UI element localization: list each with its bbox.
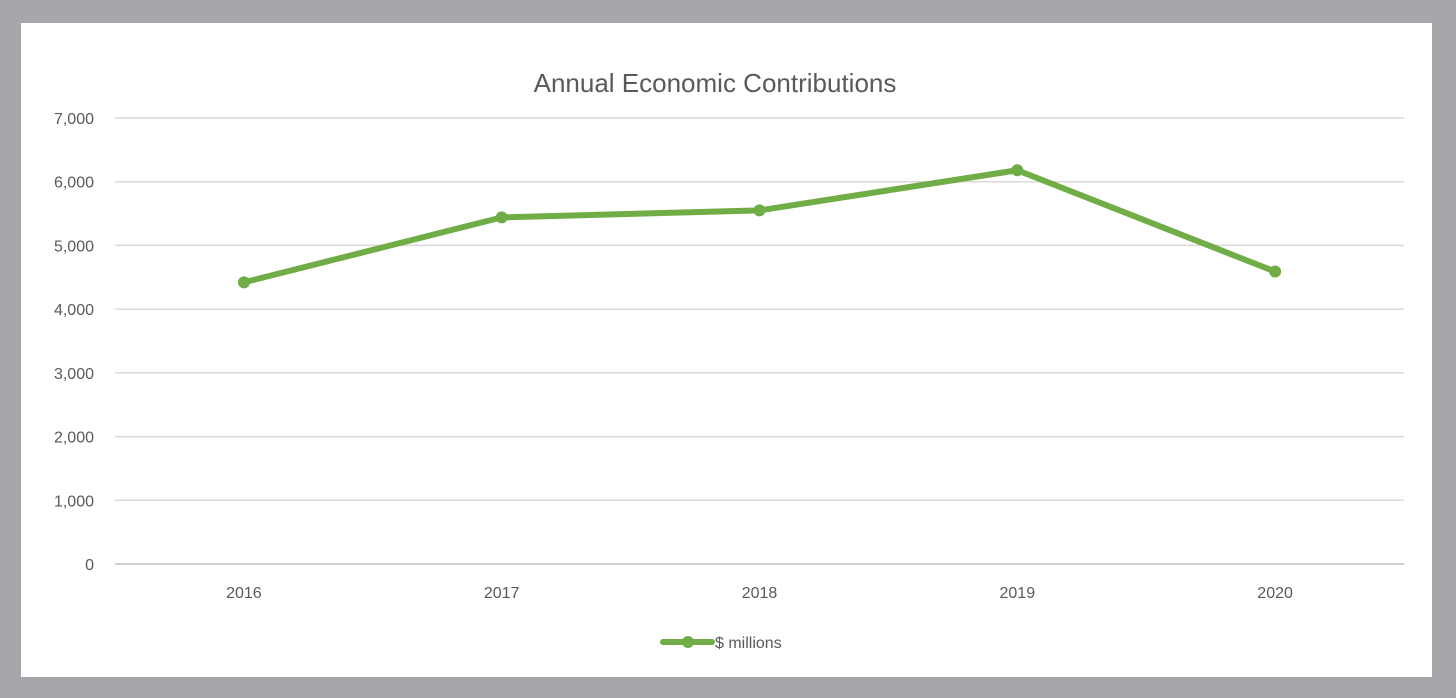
x-tick-label: 2018 [742, 585, 778, 602]
x-axis: 2016 2017 2018 2019 2020 [226, 585, 1293, 602]
y-tick-label: 6,000 [54, 175, 94, 192]
data-point [1269, 265, 1282, 278]
gridlines [115, 117, 1404, 565]
y-tick-label: 5,000 [54, 238, 94, 255]
y-tick-label: 4,000 [54, 302, 94, 319]
x-tick-label: 2020 [1257, 585, 1293, 602]
series-line [240, 167, 1279, 286]
y-tick-label: 0 [85, 557, 94, 574]
y-tick-label: 1,000 [54, 493, 94, 510]
y-axis: 0 1,000 2,000 3,000 4,000 5,000 6,000 7,000 [54, 111, 94, 574]
legend: $ millions [660, 635, 782, 652]
data-point [1011, 164, 1024, 177]
chart-frame [21, 23, 1432, 677]
y-tick-label: 7,000 [54, 111, 94, 128]
chart-title: Annual Economic Contributions [534, 68, 897, 98]
data-point [237, 276, 250, 289]
legend-label: $ millions [715, 635, 782, 652]
data-point [495, 211, 508, 224]
data-point [753, 204, 766, 217]
x-tick-label: 2017 [484, 585, 520, 602]
x-tick-label: 2016 [226, 585, 262, 602]
y-tick-label: 3,000 [54, 366, 94, 383]
y-tick-label: 2,000 [54, 430, 94, 447]
legend-point-marker [682, 636, 694, 648]
x-tick-label: 2019 [1000, 585, 1036, 602]
series-group [237, 164, 1282, 289]
